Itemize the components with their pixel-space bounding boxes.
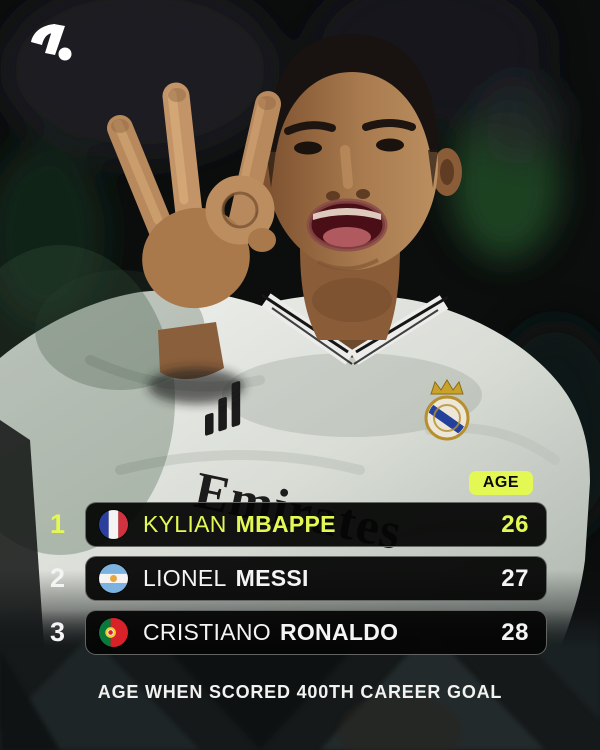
real-madrid-crest-icon	[424, 379, 470, 441]
age-value: 28	[501, 618, 529, 646]
rank-number: 2	[49, 563, 66, 593]
player-first-name: CRISTIANO	[143, 619, 271, 645]
age-value: 26	[501, 510, 529, 538]
player-face	[249, 34, 462, 271]
player-hair	[267, 34, 438, 152]
player-neck	[300, 244, 400, 340]
france-flag-icon	[99, 510, 128, 539]
open-mouth	[306, 198, 388, 252]
ranking-table: 1 KYLIAN MBAPPE 26 2	[0, 502, 600, 664]
player-last-name: MESSI	[235, 565, 309, 591]
caption: AGE WHEN SCORED 400TH CAREER GOAL	[97, 682, 503, 702]
player-last-name: MBAPPE	[235, 511, 336, 537]
portugal-flag-icon	[99, 618, 128, 647]
rank-number: 3	[49, 617, 66, 647]
player-pill: LIONEL MESSI 27	[85, 556, 547, 601]
onefootball-logo-icon	[24, 20, 76, 69]
table-row-messi: 2 LIONEL MESSI 27	[0, 556, 600, 601]
player-hand-400-gesture	[107, 82, 281, 404]
table-row-ronaldo: 3 CRISTIANO RONALDO 28	[0, 610, 600, 655]
player-pill: KYLIAN MBAPPE 26	[85, 502, 547, 547]
argentina-flag-icon	[99, 564, 128, 593]
player-last-name: RONALDO	[279, 619, 399, 645]
right-eye	[376, 138, 404, 152]
player-pill: CRISTIANO RONALDO 28	[85, 610, 547, 655]
age-value: 27	[501, 564, 529, 592]
left-eye	[294, 141, 322, 155]
age-column-badge: AGE	[468, 471, 533, 495]
eyebrows	[284, 119, 416, 135]
player-first-name: LIONEL	[143, 565, 227, 591]
nose	[326, 191, 340, 201]
table-row-mbappe: 1 KYLIAN MBAPPE 26	[0, 502, 600, 547]
rank-number: 1	[49, 509, 66, 539]
player-first-name: KYLIAN	[143, 511, 227, 537]
jersey-collar	[261, 293, 449, 365]
player-photo: Emirates	[0, 0, 600, 660]
